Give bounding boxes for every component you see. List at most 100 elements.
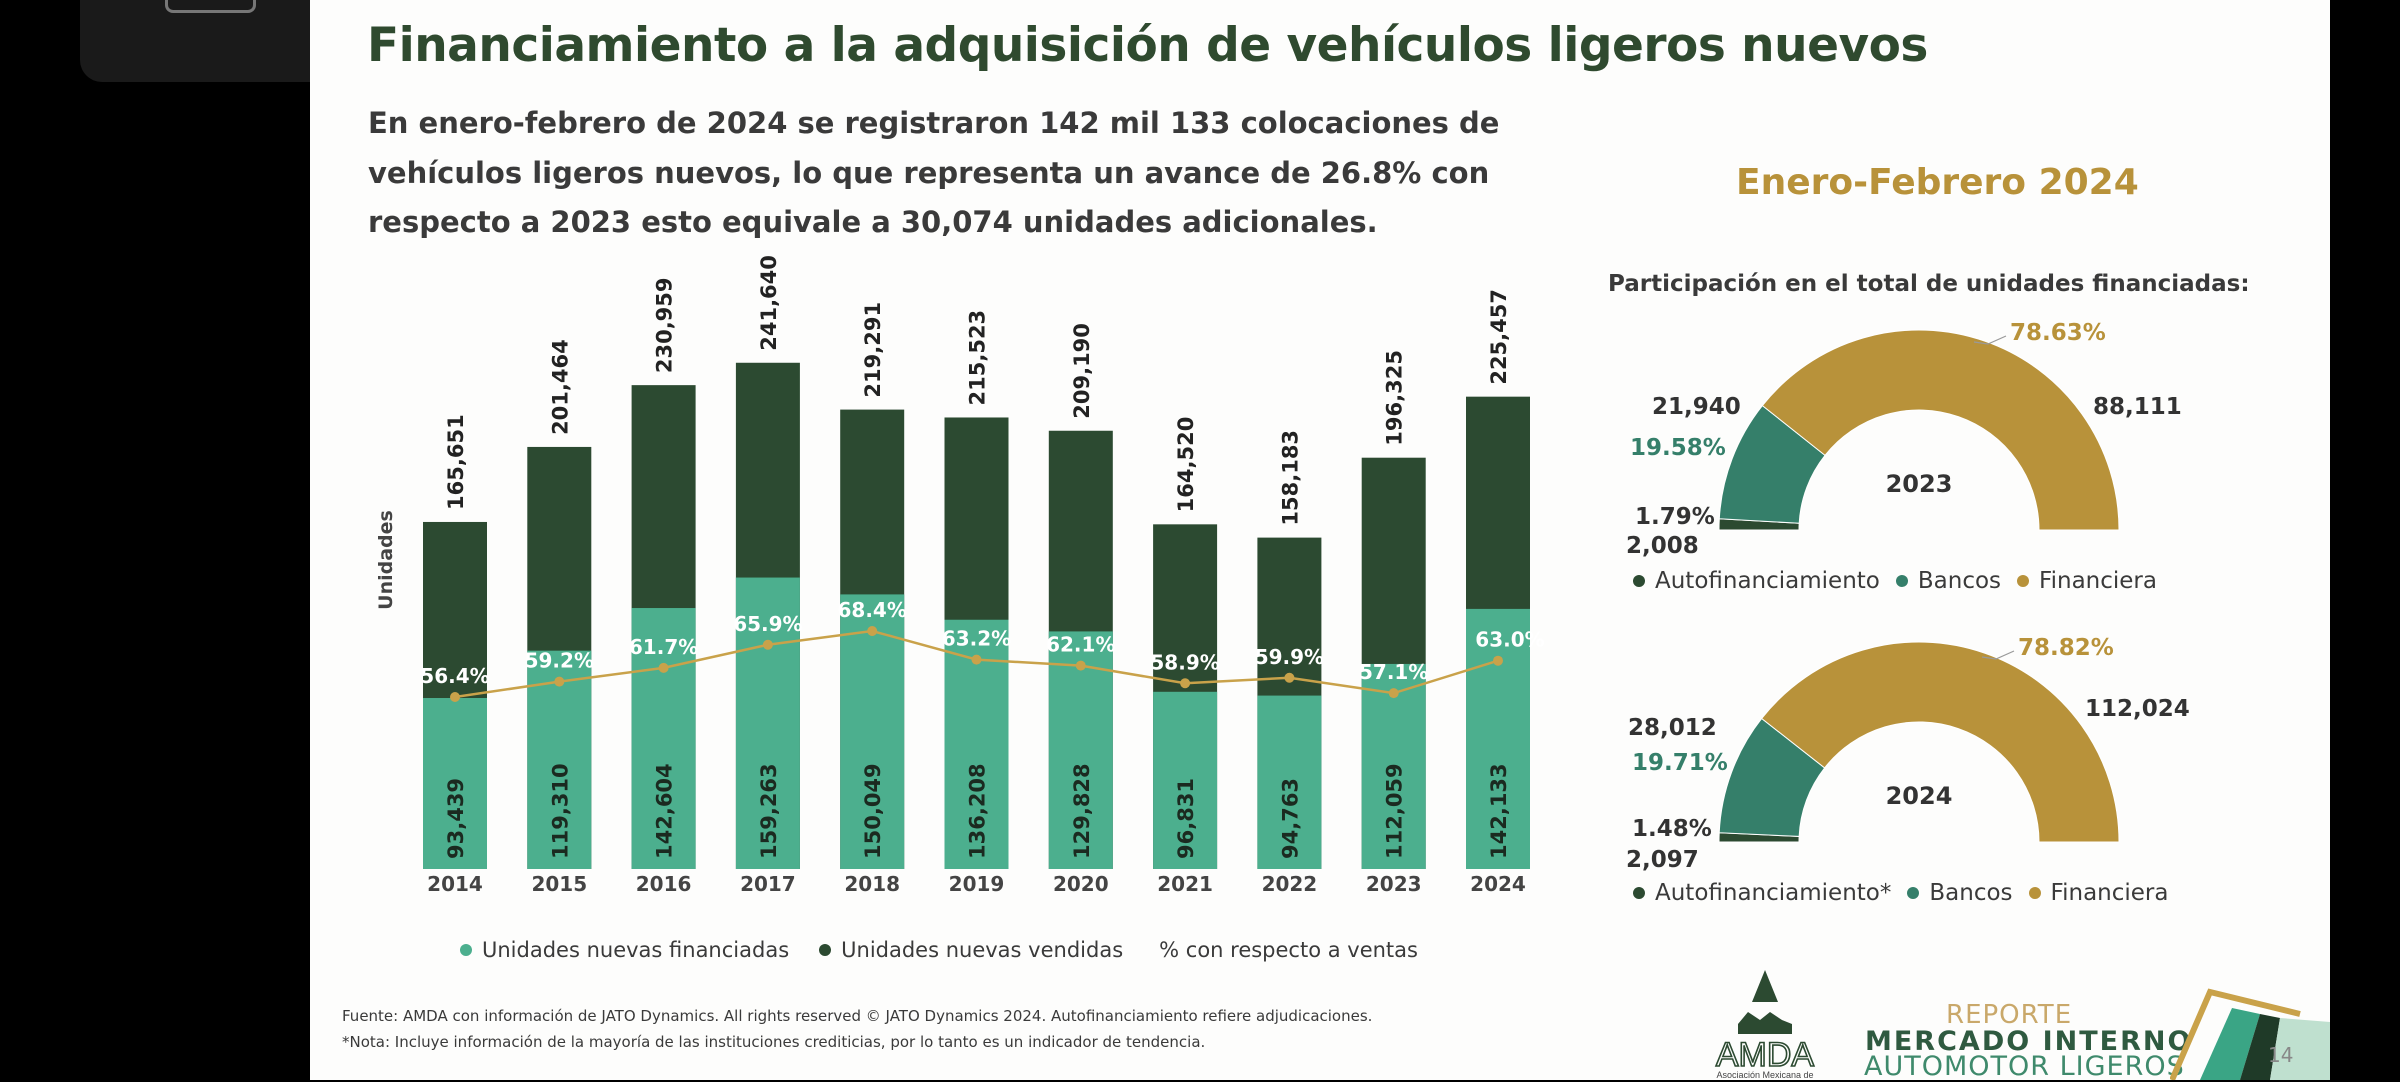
- svg-text:AMDA: AMDA: [1716, 1036, 1815, 1074]
- bar-label-financiadas: 159,263: [757, 763, 781, 859]
- x-tick-label: 2018: [844, 872, 900, 896]
- pct-label: 63.0%: [1475, 628, 1544, 652]
- device-notch: [80, 0, 335, 82]
- page-title: Financiamiento a la adquisición de vehíc…: [367, 18, 1928, 73]
- bar-label-financiadas: 96,831: [1174, 778, 1198, 859]
- leader-line: [1981, 650, 2015, 660]
- x-tick-label: 2020: [1053, 872, 1109, 896]
- y-axis-label: Unidades: [375, 510, 397, 610]
- x-tick-label: 2023: [1366, 872, 1422, 896]
- bar-label-vendidas: 230,959: [653, 277, 677, 373]
- corner-decoration: [2170, 988, 2330, 1080]
- pct-label: 62.1%: [1046, 633, 1115, 657]
- bar-financiadas: [1257, 695, 1322, 869]
- pct-label: 65.9%: [733, 612, 802, 636]
- pct-point: [971, 654, 982, 665]
- report-line2: MERCADO INTERNO: [1865, 1026, 2193, 1057]
- pct-point: [450, 692, 460, 702]
- x-tick-label: 2024: [1470, 872, 1526, 896]
- pct-label: 61.7%: [629, 635, 698, 659]
- pct-point: [554, 676, 565, 687]
- pct-label: 59.9%: [1255, 645, 1324, 669]
- bar-financiadas: [631, 608, 696, 869]
- x-tick-label: 2017: [740, 872, 796, 896]
- bar-financiadas: [1153, 691, 1218, 869]
- bar-label-vendidas: 201,464: [548, 339, 572, 435]
- pct-point: [1284, 672, 1295, 683]
- value-label-bancos: 28,012: [1628, 715, 1717, 741]
- bar-label-financiadas: 142,133: [1487, 763, 1511, 859]
- pct-point: [867, 626, 878, 636]
- bar-label-vendidas: 225,457: [1487, 289, 1511, 385]
- value-label-auto: 2,008: [1626, 533, 1699, 559]
- page-number: 14: [2268, 1043, 2294, 1067]
- pct-label: 63.2%: [942, 627, 1011, 651]
- summary-line: respecto a 2023 esto equivale a 30,074 u…: [368, 205, 1378, 239]
- legend-label: Autofinanciamiento: [1655, 568, 1880, 594]
- pct-label-auto: 1.79%: [1635, 504, 1715, 530]
- donut-slice-financiera: [1760, 641, 2120, 843]
- legend-label: Financiera: [2039, 568, 2157, 594]
- bar-label-financiadas: 129,828: [1070, 763, 1094, 859]
- bar-label-vendidas: 165,651: [444, 414, 468, 510]
- bar-label-financiadas: 94,763: [1278, 778, 1302, 859]
- bar-financiadas: [1466, 608, 1530, 869]
- x-tick-label: 2014: [427, 872, 483, 896]
- bar-financiadas: [735, 577, 800, 869]
- pct-label: 68.4%: [838, 598, 907, 622]
- pct-label-auto: 1.48%: [1632, 816, 1712, 842]
- legend-dot-bancos: [1895, 575, 1908, 587]
- x-tick-label: 2016: [636, 872, 692, 896]
- logo-caption: Asociación Mexicana de: [1716, 1070, 1813, 1080]
- value-label-financiera: 112,024: [2085, 696, 2190, 722]
- legend-label: Unidades nuevas financiadas: [482, 938, 790, 962]
- bar-label-financiadas: 136,208: [966, 763, 990, 859]
- legend-label: Autofinanciamiento*: [1655, 880, 1892, 906]
- pct-label-bancos: 19.71%: [1632, 750, 1728, 776]
- legend-label: Unidades nuevas vendidas: [841, 938, 1124, 962]
- donut-subtitle: Participación en el total de unidades fi…: [1608, 271, 2250, 297]
- pct-point: [762, 639, 773, 650]
- pct-point: [658, 662, 669, 673]
- bar-label-vendidas: 196,325: [1383, 350, 1407, 446]
- bar-financiadas: [1048, 631, 1113, 869]
- pct-point: [1075, 660, 1086, 671]
- legend-dot-financiadas: [460, 944, 472, 956]
- pct-point: [1493, 655, 1503, 666]
- legend-dot-vendidas: [819, 944, 832, 956]
- summary-line: En enero-febrero de 2024 se registraron …: [368, 106, 1500, 140]
- bar-label-vendidas: 164,520: [1174, 417, 1198, 513]
- x-tick-label: 2015: [531, 872, 587, 896]
- x-tick-label: 2019: [949, 872, 1005, 896]
- bar-label-vendidas: 158,183: [1278, 430, 1302, 526]
- bar-label-financiadas: 142,604: [653, 763, 677, 859]
- donut-legend-2023: Autofinanciamiento Bancos Financiera: [1633, 568, 2157, 594]
- bar-label-financiadas: 112,059: [1383, 763, 1407, 859]
- bar-label-vendidas: 209,190: [1070, 323, 1094, 419]
- legend-label: Bancos: [1929, 880, 2013, 906]
- bar-financiadas: [423, 698, 487, 869]
- legend-label: Financiera: [2050, 880, 2169, 906]
- pct-label: 56.4%: [420, 664, 489, 688]
- legend-dot-financiera: [2017, 575, 2030, 587]
- pct-label-bancos: 19.58%: [1630, 435, 1726, 461]
- donut-slice-financiera: [1761, 329, 2120, 531]
- pct-label: 59.2%: [525, 649, 594, 673]
- report-line1: REPORTE: [1946, 1000, 2073, 1030]
- footnote-source: Fuente: AMDA con información de JATO Dyn…: [342, 1007, 1373, 1025]
- pct-label-financiera: 78.63%: [2010, 320, 2106, 346]
- pct-point: [1388, 688, 1399, 699]
- legend-dot-auto: [1633, 575, 1645, 587]
- bar-label-financiadas: 93,439: [444, 778, 468, 859]
- bar-financiadas: [527, 650, 592, 869]
- bar-label-vendidas: 219,291: [861, 302, 885, 398]
- period-heading: Enero-Febrero 2024: [1736, 162, 2139, 203]
- donut-center-label: 2023: [1886, 470, 1953, 498]
- pct-point: [1180, 678, 1191, 689]
- x-tick-label: 2022: [1262, 872, 1318, 896]
- bar-label-financiadas: 150,049: [861, 763, 885, 859]
- leader-line: [1973, 335, 2007, 345]
- footnote-note: *Nota: Incluye información de la mayoría…: [342, 1033, 1206, 1051]
- legend-dot-auto: [1633, 887, 1645, 899]
